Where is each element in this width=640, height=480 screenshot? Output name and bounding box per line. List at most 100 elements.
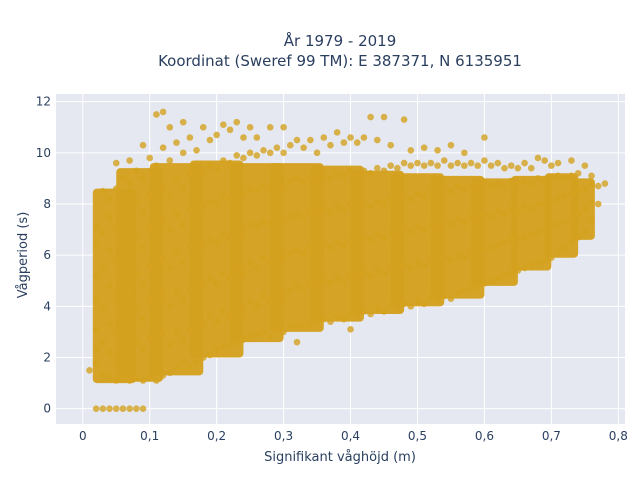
scatter-point: [206, 136, 214, 144]
scatter-point: [213, 346, 220, 354]
scatter-point: [327, 141, 334, 149]
scatter-point: [119, 343, 127, 351]
scatter-point: [226, 126, 234, 134]
scatter-point: [293, 338, 301, 346]
scatter-point: [487, 162, 495, 169]
scatter-point: [112, 256, 120, 264]
scatter-point: [159, 218, 167, 226]
scatter-point: [139, 175, 147, 182]
scatter-point: [166, 369, 174, 377]
scatter-point: [501, 272, 508, 279]
y-tick-label: 4: [43, 299, 51, 313]
scatter-point: [548, 254, 555, 262]
scatter-point: [527, 164, 535, 172]
scatter-point: [380, 233, 388, 241]
scatter-point: [561, 193, 569, 200]
scatter-point: [166, 341, 174, 348]
x-tick-label: 0,5: [408, 429, 427, 443]
scatter-point: [240, 269, 247, 277]
scatter-dense-region: [511, 175, 552, 271]
scatter-point: [387, 195, 395, 203]
scatter-point: [199, 354, 207, 361]
scatter-point: [126, 354, 133, 361]
scatter-point: [220, 308, 227, 315]
scatter-point: [173, 249, 180, 256]
scatter-point: [353, 170, 361, 177]
scatter-point: [253, 303, 261, 310]
scatter-point: [139, 405, 147, 412]
scatter-point: [467, 182, 475, 190]
scatter-point: [387, 228, 395, 236]
scatter-point: [213, 318, 220, 325]
scatter-point: [454, 251, 461, 259]
scatter-point: [447, 162, 455, 169]
scatter-point: [588, 172, 595, 180]
scatter-point: [266, 259, 274, 267]
scatter-point: [133, 374, 140, 382]
scatter-point: [193, 254, 200, 262]
scatter-point: [507, 269, 515, 277]
scatter-point: [146, 190, 154, 198]
scatter-point: [374, 305, 381, 313]
scatter-point: [407, 228, 415, 236]
scatter-point: [367, 272, 374, 279]
scatter-point: [106, 213, 113, 221]
scatter-point: [347, 167, 354, 175]
y-tick-label: 8: [43, 197, 51, 211]
scatter-point: [86, 366, 93, 374]
scatter-point: [594, 182, 602, 190]
scatter-point: [126, 377, 133, 384]
scatter-point: [280, 182, 287, 190]
scatter-point: [293, 246, 301, 254]
scatter-point: [400, 300, 408, 308]
scatter-point: [293, 210, 301, 218]
scatter-point: [213, 280, 220, 287]
scatter-point: [407, 195, 415, 203]
chart-title-line2: Koordinat (Sweref 99 TM): E 387371, N 61…: [158, 52, 522, 70]
scatter-point: [501, 164, 508, 172]
scatter-point: [514, 180, 522, 187]
scatter-point: [407, 162, 415, 169]
scatter-point: [568, 172, 575, 180]
scatter-point: [307, 208, 314, 215]
scatter-point: [159, 182, 167, 190]
x-tick-label: 0,2: [207, 429, 226, 443]
scatter-point: [173, 287, 180, 295]
scatter-point: [414, 297, 421, 305]
scatter-point: [454, 182, 461, 190]
scatter-point: [333, 274, 341, 282]
x-tick-label: 0,8: [609, 429, 628, 443]
scatter-point: [313, 246, 321, 254]
scatter-point: [467, 159, 475, 167]
scatter-point: [246, 185, 254, 192]
scatter-point: [527, 205, 535, 213]
scatter-point: [400, 262, 408, 269]
scatter-point: [233, 152, 241, 159]
scatter-point: [92, 405, 100, 412]
scatter-point: [340, 139, 348, 146]
scatter-point: [427, 159, 435, 167]
scatter-point: [414, 259, 421, 267]
scatter-point: [253, 223, 261, 231]
scatter-point: [99, 338, 107, 346]
scatter-point: [548, 198, 555, 205]
scatter-point: [527, 262, 535, 269]
y-tick-label: 6: [43, 248, 51, 262]
scatter-point: [400, 226, 408, 233]
scatter-point: [253, 264, 261, 272]
scatter-point: [494, 159, 502, 167]
scatter-point: [360, 233, 368, 241]
scatter-point: [474, 251, 482, 259]
scatter-point: [266, 123, 274, 131]
scatter-point: [414, 190, 421, 198]
scatter-point: [474, 185, 482, 192]
scatter-point: [380, 167, 388, 175]
scatter-point: [581, 205, 589, 213]
scatter-point: [280, 123, 287, 131]
scatter-point: [588, 216, 595, 223]
scatter-point: [260, 182, 267, 190]
scatter-point: [240, 228, 247, 236]
scatter-point: [548, 175, 555, 182]
scatter-point: [226, 195, 234, 203]
scatter-point: [193, 180, 200, 187]
